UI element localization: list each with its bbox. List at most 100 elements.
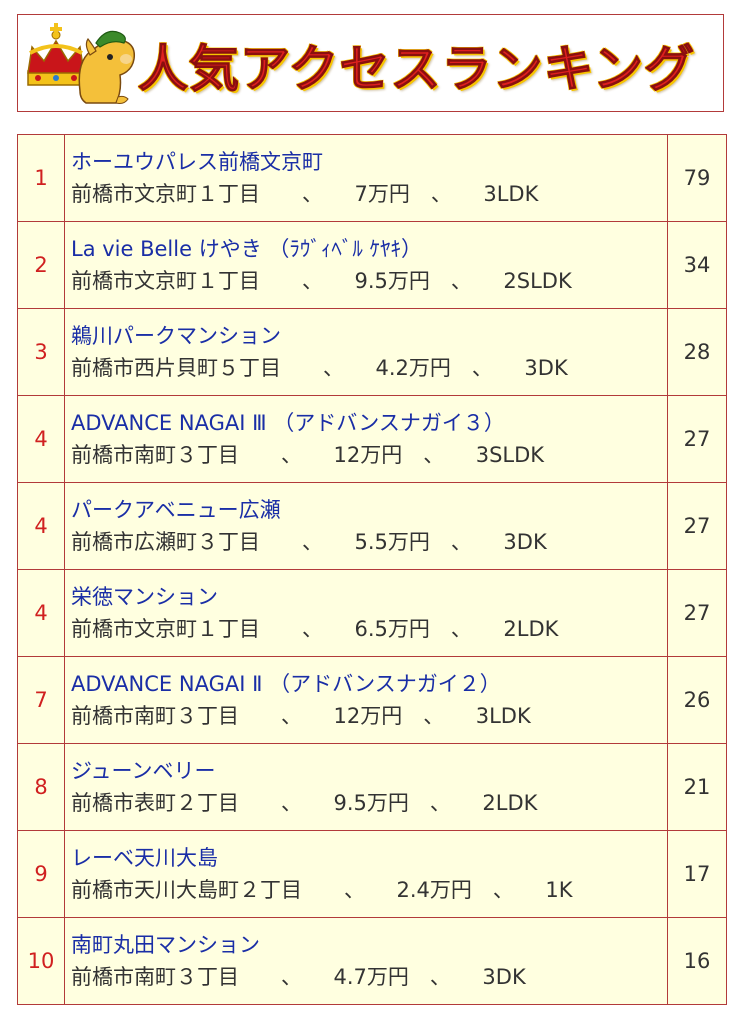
property-address: 前橋市南町３丁目 [71,443,239,467]
property-name-link[interactable]: ADVANCE NAGAI Ⅱ （アドバンスナガイ２） [71,672,501,696]
separator: 、 [302,617,313,641]
table-row: 10 南町丸田マンション 前橋市南町３丁目 、 4.7万円 、 3DK 16 [17,917,727,1005]
property-layout: 3LDK [475,704,531,728]
property-layout: 3LDK [483,182,539,206]
separator: 、 [423,443,434,467]
separator: 、 [492,878,504,902]
separator: 、 [430,182,442,206]
property-rent: 6.5万円 [354,617,430,641]
rank-number: 8 [17,743,65,831]
table-row: 8 ジューンベリー 前橋市表町２丁目 、 9.5万円 、 2LDK 21 [17,743,727,831]
crown-mascot-icon [27,23,136,104]
separator: 、 [281,704,292,728]
table-row: 2 La vie Belle けやき （ﾗｳﾞｨﾍﾞﾙ ｹﾔｷ） 前橋市文京町１… [17,221,727,309]
ranking-banner: 人気アクセスランキング [17,14,724,112]
access-count: 28 [667,308,727,396]
ranking-table: 1 ホーユウパレス前橋文京町 前橋市文京町１丁目 、 7万円 、 3LDK 79… [17,134,727,1005]
property-rent: 5.5万円 [354,530,430,554]
separator: 、 [302,530,313,554]
property-info: 栄徳マンション 前橋市文京町１丁目 、 6.5万円 、 2LDK [64,569,668,657]
property-address: 前橋市文京町１丁目 [71,269,260,293]
property-name-link[interactable]: 南町丸田マンション [71,933,260,957]
property-layout: 3DK [503,530,547,554]
property-address: 前橋市文京町１丁目 [71,182,260,206]
table-row: 4 パークアベニュー広瀬 前橋市広瀬町３丁目 、 5.5万円 、 3DK 27 [17,482,727,570]
property-name-link[interactable]: レーベ天川大島 [71,846,218,870]
property-address: 前橋市南町３丁目 [71,704,239,728]
property-name-link[interactable]: 栄徳マンション [71,585,218,609]
access-count: 27 [667,395,727,483]
property-detail: 前橋市西片貝町５丁目 、 4.2万円 、 3DK [71,352,667,384]
rank-number: 4 [17,569,65,657]
table-row: 9 レーベ天川大島 前橋市天川大島町２丁目 、 2.4万円 、 1K 17 [17,830,727,918]
property-rent: 9.5万円 [354,269,430,293]
property-name-link[interactable]: ADVANCE NAGAI Ⅲ （アドバンスナガイ３） [71,411,505,435]
property-address: 前橋市広瀬町３丁目 [71,530,260,554]
property-detail: 前橋市文京町１丁目 、 7万円 、 3LDK [71,178,667,210]
property-address: 前橋市表町２丁目 [71,791,239,815]
separator: 、 [281,791,292,815]
property-layout: 1K [545,878,573,902]
separator: 、 [302,182,313,206]
property-layout: 3DK [524,356,568,380]
property-rent: 9.5万円 [333,791,409,815]
property-detail: 前橋市南町３丁目 、 12万円 、 3LDK [71,700,667,732]
property-layout: 2SLDK [503,269,572,293]
table-row: 1 ホーユウパレス前橋文京町 前橋市文京町１丁目 、 7万円 、 3LDK 79 [17,134,727,222]
property-info: La vie Belle けやき （ﾗｳﾞｨﾍﾞﾙ ｹﾔｷ） 前橋市文京町１丁目… [64,221,668,309]
property-info: 鵜川パークマンション 前橋市西片貝町５丁目 、 4.2万円 、 3DK [64,308,668,396]
rank-number: 4 [17,482,65,570]
property-rent: 4.7万円 [333,965,409,989]
property-rent: 12万円 [333,704,403,728]
separator: 、 [429,791,441,815]
separator: 、 [323,356,334,380]
property-name-link[interactable]: ジューンベリー [71,759,216,783]
page-title: 人気アクセスランキング [138,40,695,99]
property-address: 前橋市南町３丁目 [71,965,239,989]
property-rent: 12万円 [333,443,403,467]
property-detail: 前橋市南町３丁目 、 12万円 、 3SLDK [71,439,667,471]
table-row: 4 ADVANCE NAGAI Ⅲ （アドバンスナガイ３） 前橋市南町３丁目 、… [17,395,727,483]
separator: 、 [450,617,462,641]
property-detail: 前橋市文京町１丁目 、 9.5万円 、 2SLDK [71,265,667,297]
separator: 、 [423,704,434,728]
rank-number: 4 [17,395,65,483]
separator: 、 [450,269,462,293]
access-count: 27 [667,482,727,570]
property-rent: 2.4万円 [396,878,472,902]
separator: 、 [471,356,483,380]
property-detail: 前橋市天川大島町２丁目 、 2.4万円 、 1K [71,874,667,906]
access-count: 26 [667,656,727,744]
rank-number: 7 [17,656,65,744]
property-name-link[interactable]: パークアベニュー広瀬 [71,498,281,522]
access-count: 27 [667,569,727,657]
rank-number: 9 [17,830,65,918]
separator: 、 [450,530,462,554]
property-layout: 2LDK [503,617,559,641]
rank-number: 2 [17,221,65,309]
separator: 、 [281,965,292,989]
rank-number: 10 [17,917,65,1005]
property-address: 前橋市文京町１丁目 [71,617,260,641]
property-layout: 2LDK [482,791,538,815]
access-count: 17 [667,830,727,918]
property-name-link[interactable]: La vie Belle けやき （ﾗｳﾞｨﾍﾞﾙ ｹﾔｷ） [71,237,423,261]
property-info: ADVANCE NAGAI Ⅲ （アドバンスナガイ３） 前橋市南町３丁目 、 1… [64,395,668,483]
property-name-link[interactable]: ホーユウパレス前橋文京町 [71,150,323,174]
property-name-link[interactable]: 鵜川パークマンション [71,324,281,348]
rank-number: 1 [17,134,65,222]
table-row: 7 ADVANCE NAGAI Ⅱ （アドバンスナガイ２） 前橋市南町３丁目 、… [17,656,727,744]
separator: 、 [429,965,441,989]
property-detail: 前橋市文京町１丁目 、 6.5万円 、 2LDK [71,613,667,645]
access-count: 21 [667,743,727,831]
property-layout: 3DK [482,965,526,989]
property-rent: 7万円 [354,182,410,206]
property-detail: 前橋市南町３丁目 、 4.7万円 、 3DK [71,961,667,993]
property-info: レーベ天川大島 前橋市天川大島町２丁目 、 2.4万円 、 1K [64,830,668,918]
table-row: 3 鵜川パークマンション 前橋市西片貝町５丁目 、 4.2万円 、 3DK 28 [17,308,727,396]
separator: 、 [302,269,313,293]
separator: 、 [281,443,292,467]
property-address: 前橋市西片貝町５丁目 [71,356,281,380]
property-info: パークアベニュー広瀬 前橋市広瀬町３丁目 、 5.5万円 、 3DK [64,482,668,570]
property-detail: 前橋市広瀬町３丁目 、 5.5万円 、 3DK [71,526,667,558]
